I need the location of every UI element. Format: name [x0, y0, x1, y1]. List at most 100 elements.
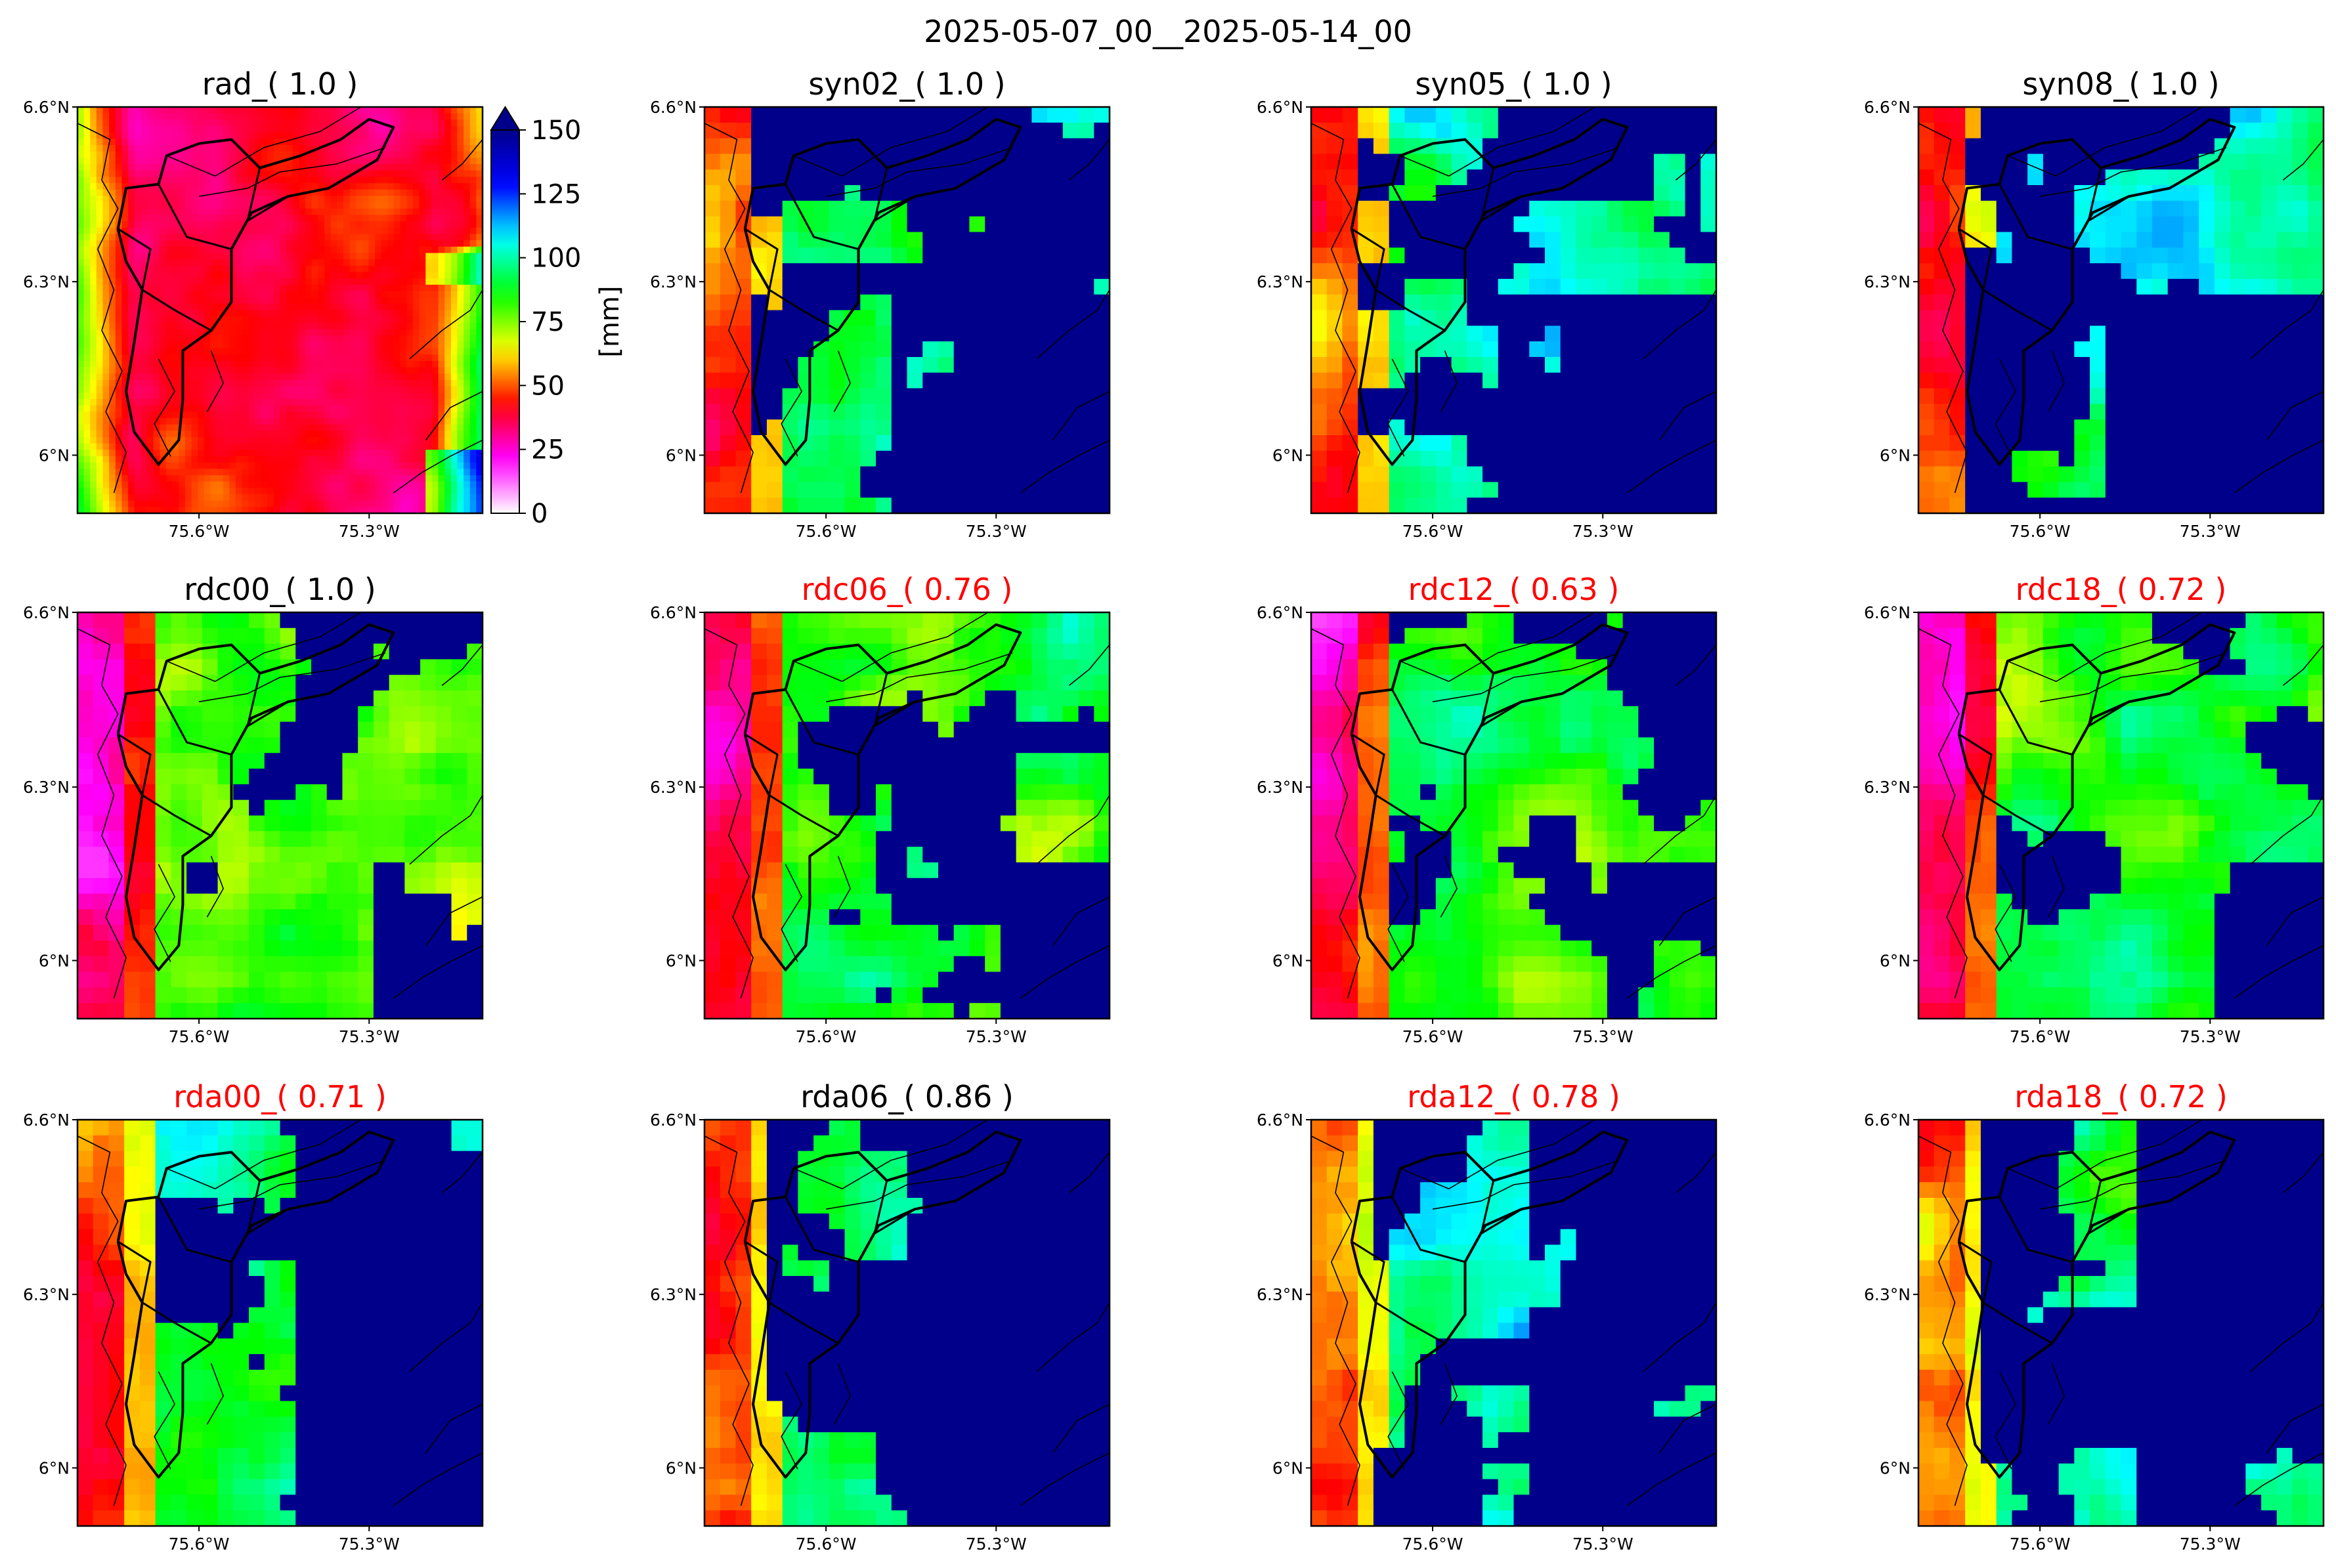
grid-cell: [165, 386, 173, 393]
grid-cell: [419, 119, 426, 127]
grid-cell: [356, 341, 363, 349]
grid-cell: [318, 348, 325, 355]
grid-cell: [242, 354, 249, 362]
grid-cell: [134, 303, 142, 311]
grid-cell: [1094, 388, 1110, 404]
grid-cell: [273, 329, 281, 336]
grid-cell: [318, 379, 325, 387]
grid-cell: [1700, 122, 1716, 139]
grid-cell: [1326, 185, 1343, 201]
grid-cell: [330, 329, 337, 336]
grid-cell: [147, 386, 154, 393]
grid-cell: [1016, 216, 1032, 233]
grid-cell: [356, 322, 363, 330]
grid-cell: [102, 126, 110, 133]
grid-cell: [1062, 278, 1079, 295]
grid-cell: [305, 303, 313, 311]
grid-cell: [273, 348, 281, 355]
grid-cell: [286, 412, 293, 419]
grid-cell: [330, 469, 337, 476]
grid-cell: [318, 450, 325, 457]
grid-cell: [236, 107, 243, 114]
grid-cell: [1700, 154, 1716, 170]
grid-cell: [330, 297, 337, 305]
grid-cell: [450, 329, 458, 336]
grid-cell: [134, 469, 142, 476]
grid-cell: [160, 329, 167, 336]
grid-cell: [153, 297, 160, 305]
grid-cell: [419, 126, 426, 133]
grid-cell: [1094, 278, 1110, 295]
grid-cell: [121, 500, 129, 507]
grid-cell: [349, 215, 357, 222]
grid-cell: [254, 126, 262, 133]
grid-cell: [141, 379, 148, 387]
grid-cell: [248, 145, 255, 152]
grid-cell: [438, 462, 445, 469]
grid-cell: [128, 151, 135, 158]
grid-cell: [349, 138, 357, 146]
grid-cell: [343, 138, 351, 146]
grid-cell: [254, 303, 262, 311]
grid-cell: [229, 303, 236, 311]
grid-cell: [115, 507, 123, 513]
grid-cell: [394, 417, 401, 425]
grid-cell: [109, 488, 116, 495]
grid-cell: [362, 507, 370, 513]
grid-cell: [286, 475, 293, 482]
grid-cell: [1669, 138, 1686, 155]
grid-cell: [412, 291, 420, 298]
grid-cell: [1420, 107, 1437, 123]
grid-cell: [223, 259, 230, 266]
grid-cell: [242, 507, 249, 513]
grid-cell: [128, 405, 135, 412]
grid-cell: [83, 310, 91, 317]
grid-cell: [248, 234, 255, 241]
grid-cell: [184, 431, 192, 438]
grid-cell: [280, 119, 287, 127]
grid-cell: [704, 326, 721, 342]
grid-cell: [343, 189, 351, 196]
grid-cell: [419, 158, 426, 165]
grid-cell: [305, 360, 313, 368]
grid-cell: [115, 189, 123, 196]
grid-cell: [210, 119, 217, 127]
grid-cell: [273, 335, 281, 343]
grid-cell: [198, 436, 205, 444]
grid-cell: [305, 405, 313, 412]
grid-cell: [165, 412, 173, 419]
grid-cell: [349, 297, 357, 305]
grid-cell: [356, 221, 363, 228]
grid-cell: [330, 450, 337, 457]
grid-cell: [217, 424, 224, 431]
grid-cell: [349, 164, 357, 171]
grid-cell: [476, 469, 483, 476]
grid-cell: [469, 303, 477, 311]
grid-cell: [419, 316, 426, 324]
grid-cell: [311, 196, 318, 203]
grid-cell: [248, 107, 255, 114]
grid-cell: [1311, 154, 1328, 170]
grid-cell: [1016, 107, 1032, 123]
grid-cell: [204, 431, 211, 438]
grid-cell: [394, 272, 401, 279]
grid-cell: [242, 202, 249, 209]
grid-cell: [236, 367, 243, 374]
grid-cell: [223, 386, 230, 393]
grid-cell: [286, 259, 293, 266]
grid-cell: [375, 392, 382, 400]
grid-cell: [305, 221, 313, 228]
grid-cell: [165, 145, 173, 152]
grid-cell: [248, 431, 255, 438]
grid-cell: [198, 431, 205, 438]
grid-cell: [191, 348, 198, 355]
grid-cell: [198, 202, 205, 209]
grid-cell: [394, 310, 401, 317]
grid-cell: [217, 507, 224, 513]
grid-cell: [311, 329, 318, 336]
grid-cell: [210, 398, 217, 406]
grid-cell: [236, 278, 243, 286]
grid-cell: [198, 208, 205, 216]
grid-cell: [242, 469, 249, 476]
grid-cell: [419, 424, 426, 431]
